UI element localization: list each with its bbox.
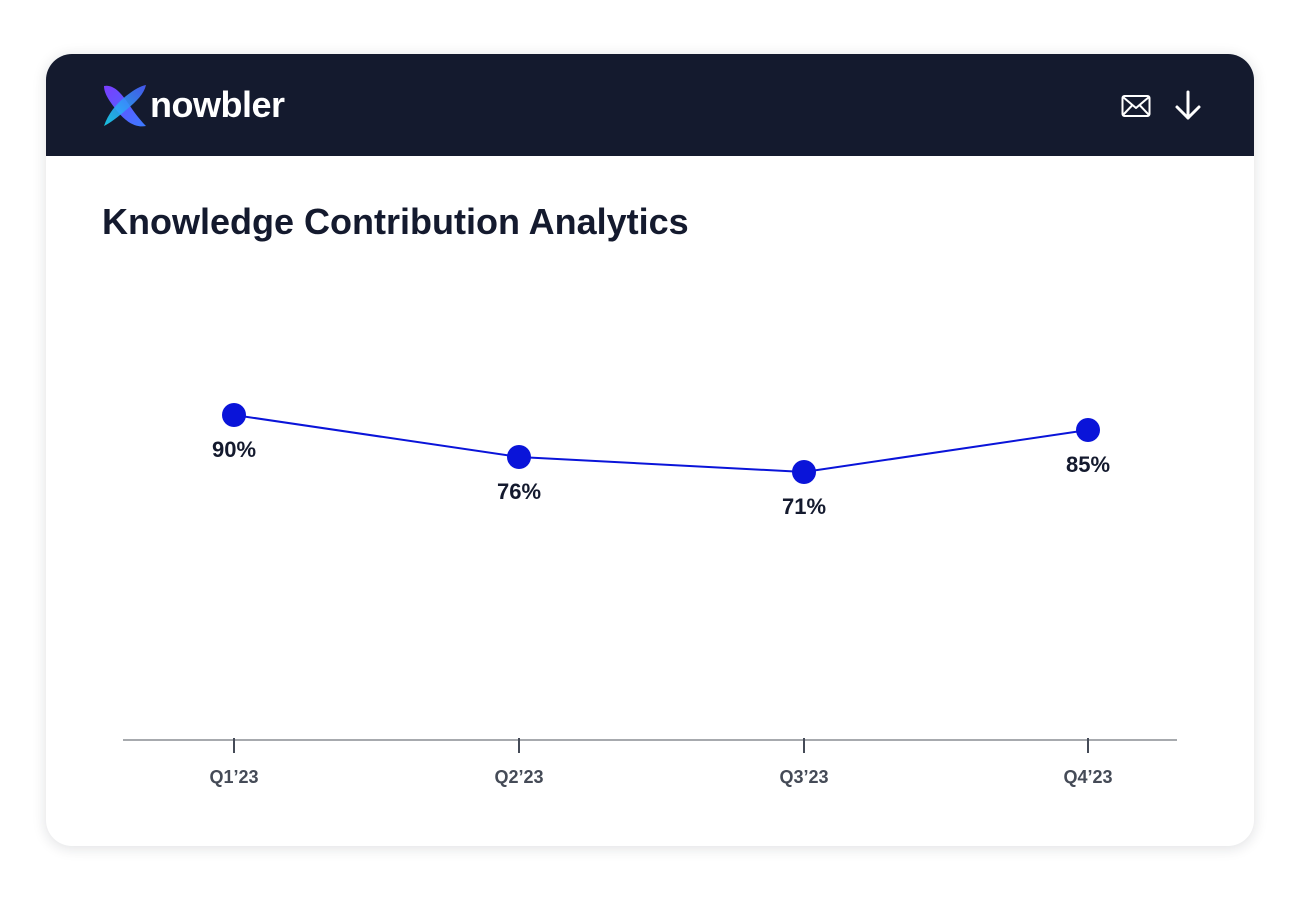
x-tick-label: Q1’23 [209, 767, 258, 787]
data-label: 71% [782, 494, 826, 519]
data-point[interactable] [222, 403, 246, 427]
line-chart: Q1’23 Q2’23 Q3’23 Q4’23 90% 76% 71% 85% [123, 403, 1177, 787]
logo-mark-icon [104, 85, 146, 127]
brand-name: nowbler [150, 84, 285, 125]
download-button[interactable] [1172, 90, 1204, 122]
top-bar: nowbler [46, 54, 1254, 156]
email-button[interactable] [1120, 90, 1152, 122]
header-actions [1120, 88, 1204, 124]
mail-icon [1121, 95, 1151, 117]
series-line [233, 414, 1089, 474]
x-tick-label: Q3’23 [779, 767, 828, 787]
download-icon [1175, 90, 1201, 120]
x-tick-label: Q2’23 [494, 767, 543, 787]
x-tick-label: Q4’23 [1063, 767, 1112, 787]
analytics-card: nowbler Knowledge Contribution Analytics… [46, 54, 1254, 846]
chart-title: Knowledge Contribution Analytics [102, 201, 689, 242]
data-point[interactable] [792, 460, 816, 484]
data-label: 85% [1066, 452, 1110, 477]
data-point[interactable] [1076, 418, 1100, 442]
data-label: 90% [212, 437, 256, 462]
data-label: 76% [497, 479, 541, 504]
brand-logo[interactable]: nowbler [100, 82, 320, 128]
data-point[interactable] [507, 445, 531, 469]
